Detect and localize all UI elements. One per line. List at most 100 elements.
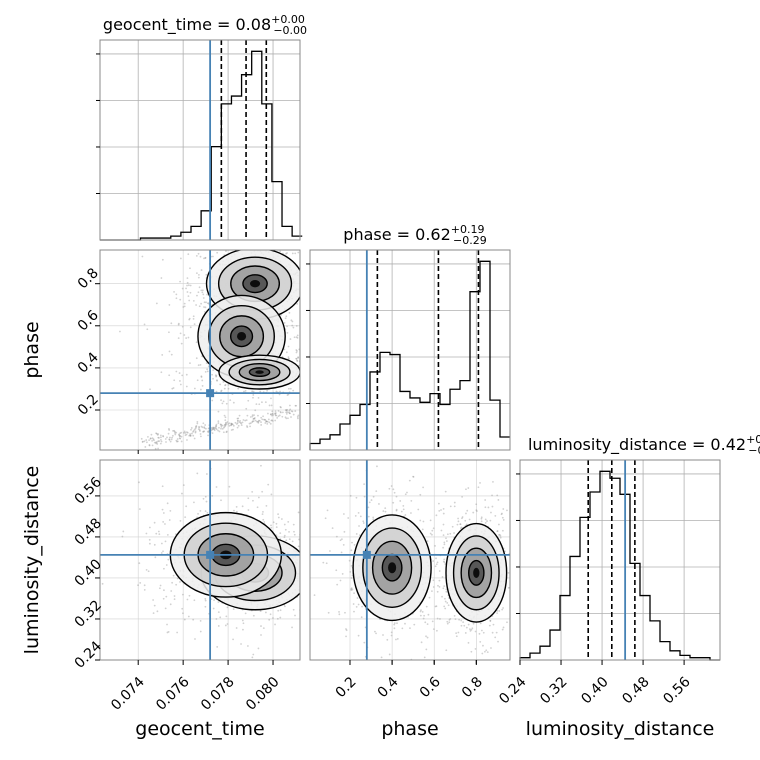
sample-dot <box>169 603 172 606</box>
sample-dot <box>236 420 239 422</box>
sample-dot <box>457 631 460 634</box>
sample-dot <box>203 427 206 430</box>
sample-dot <box>285 409 288 412</box>
sample-dot <box>441 595 443 598</box>
sample-dot <box>224 384 227 386</box>
sample-dot <box>291 626 293 629</box>
sample-dot <box>253 417 255 420</box>
sample-dot <box>217 422 220 424</box>
sample-dot <box>355 496 358 499</box>
sample-dot <box>119 330 121 333</box>
sample-dot <box>213 429 216 432</box>
sample-dot <box>257 421 260 424</box>
sample-dot <box>382 634 384 636</box>
sample-dot <box>226 606 229 609</box>
sample-dot <box>490 647 492 649</box>
sample-dot <box>484 650 486 653</box>
sample-dot <box>179 383 182 386</box>
sample-dot <box>215 486 218 488</box>
sample-dot <box>205 273 208 276</box>
sample-dot <box>438 502 440 505</box>
sample-dot <box>501 516 504 519</box>
sample-dot <box>164 438 167 440</box>
sample-dot <box>392 488 395 491</box>
sample-dot <box>186 284 188 287</box>
sample-dot <box>230 424 232 427</box>
sample-dot <box>173 430 176 433</box>
sample-dot <box>168 439 171 441</box>
sample-dot <box>307 378 309 380</box>
sample-dot <box>275 390 278 393</box>
sample-dot <box>146 328 149 331</box>
sample-dot <box>162 435 164 437</box>
sample-dot <box>175 293 178 296</box>
sample-dot <box>188 318 191 321</box>
sample-dot <box>375 490 378 493</box>
sample-dot <box>257 420 260 423</box>
sample-dot <box>306 283 308 285</box>
sample-dot <box>413 662 415 664</box>
sample-dot <box>301 277 303 279</box>
sample-dot <box>275 522 278 525</box>
sample-dot <box>168 519 171 521</box>
sample-dot <box>260 421 262 424</box>
sample-dot <box>154 447 157 450</box>
sample-dot <box>442 508 445 510</box>
y-tick-label: 0.2 <box>75 392 102 419</box>
sample-dot <box>280 411 282 414</box>
sample-dot <box>290 416 292 418</box>
sample-dot <box>171 581 174 584</box>
sample-dot <box>336 583 339 586</box>
sample-dot <box>260 242 262 244</box>
x-tick-label: 0.8 <box>459 674 486 701</box>
sample-dot <box>211 426 214 429</box>
sample-dot <box>267 483 270 486</box>
sample-dot <box>375 632 377 635</box>
sample-dot <box>184 432 187 434</box>
sample-dot <box>340 538 343 541</box>
sample-dot <box>432 628 435 631</box>
sample-dot <box>141 441 144 443</box>
sample-dot <box>245 419 248 422</box>
sample-dot <box>303 580 305 582</box>
sample-dot <box>149 388 151 391</box>
x-tick-label: 0.56 <box>660 674 693 707</box>
sample-dot <box>324 517 327 520</box>
sample-dot <box>393 627 396 630</box>
truth-marker <box>206 389 215 398</box>
sample-dot <box>165 441 167 443</box>
panel-frame <box>99 249 301 451</box>
sample-dot <box>155 442 158 445</box>
sample-dot <box>260 244 262 246</box>
sample-dot <box>235 510 238 513</box>
sample-dot <box>165 564 168 566</box>
sample-dot <box>393 622 396 625</box>
sample-dot <box>439 618 441 620</box>
sample-dot <box>338 611 340 613</box>
sample-dot <box>179 519 182 522</box>
sample-dot <box>179 257 182 260</box>
sample-dot <box>464 519 467 522</box>
sample-dot <box>194 427 197 430</box>
sample-dot <box>169 510 172 512</box>
sample-dot <box>261 418 264 421</box>
sample-dot <box>443 585 446 588</box>
sample-dot <box>197 428 200 431</box>
sample-dot <box>212 426 215 429</box>
sample-dot <box>303 562 305 564</box>
sample-dot <box>162 520 165 523</box>
sample-dot <box>301 269 303 271</box>
sample-dot <box>302 248 304 250</box>
sample-dot <box>424 621 427 624</box>
sample-dot <box>158 587 161 590</box>
sample-dot <box>277 513 279 515</box>
sample-dot <box>232 424 235 427</box>
sample-dot <box>434 565 437 568</box>
sample-dot <box>152 612 155 615</box>
sample-dot <box>186 439 188 441</box>
sample-dot <box>157 530 160 533</box>
sample-dot <box>240 643 242 645</box>
sample-dot <box>215 428 218 431</box>
sample-dot <box>390 634 393 637</box>
sample-dot <box>160 552 163 554</box>
